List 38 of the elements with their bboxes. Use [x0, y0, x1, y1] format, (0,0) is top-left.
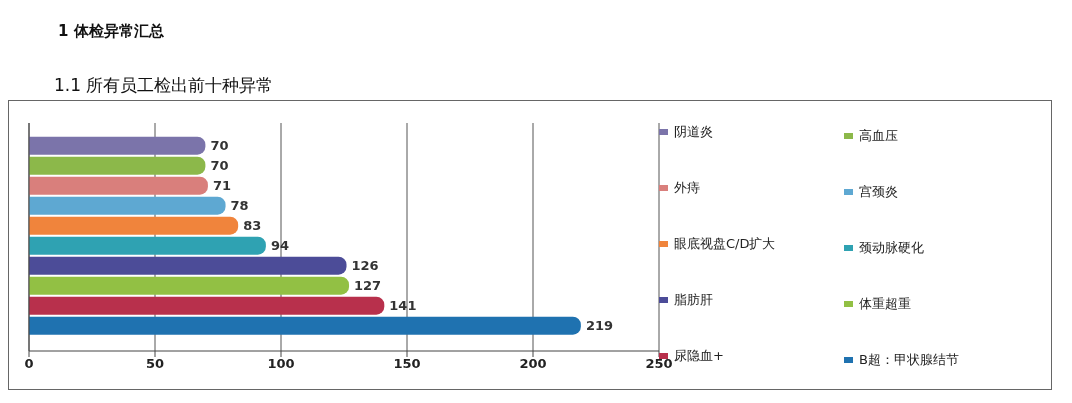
bar [29, 156, 206, 175]
data-label: 71 [212, 178, 232, 194]
bar [29, 196, 226, 215]
bar [29, 216, 239, 235]
legend-label: 脂肪肝 [674, 291, 713, 309]
data-label: 83 [243, 218, 262, 234]
data-label: 78 [230, 198, 249, 214]
legend-label: 眼底视盘C/D扩大 [674, 235, 776, 253]
data-label: 219 [585, 318, 614, 334]
data-label: 94 [270, 238, 289, 254]
data-label: 70 [210, 138, 229, 154]
chart-title: 1 体检异常汇总 [58, 22, 164, 41]
bar [29, 296, 385, 315]
legend-label: 外痔 [674, 179, 700, 197]
legend-label: 颈动脉硬化 [859, 239, 924, 257]
x-tick-label: 150 [393, 356, 421, 372]
data-label: 126 [351, 258, 379, 274]
x-tick-label: 0 [24, 356, 34, 372]
chart-subtitle: 1.1 所有员工检出前十种异常 [54, 74, 274, 97]
x-tick-label: 200 [519, 356, 547, 372]
legend-label: 体重超重 [859, 295, 911, 313]
legend-label: B超：甲状腺结节 [859, 351, 959, 369]
legend-label: 尿隐血+ [674, 347, 724, 365]
bar [29, 256, 347, 275]
bar [29, 136, 206, 155]
x-tick-label: 100 [267, 356, 295, 372]
legend-label: 宫颈炎 [859, 183, 898, 201]
bar [29, 276, 350, 295]
bar [29, 236, 266, 255]
legend-label: 高血压 [859, 127, 898, 145]
x-tick-label: 250 [645, 356, 673, 372]
data-label: 141 [389, 298, 417, 314]
x-tick-label: 50 [145, 356, 165, 372]
bar [29, 176, 208, 195]
data-label: 70 [210, 158, 229, 174]
data-label: 127 [354, 278, 382, 294]
legend-label: 阴道炎 [674, 123, 713, 141]
bar [29, 316, 581, 335]
